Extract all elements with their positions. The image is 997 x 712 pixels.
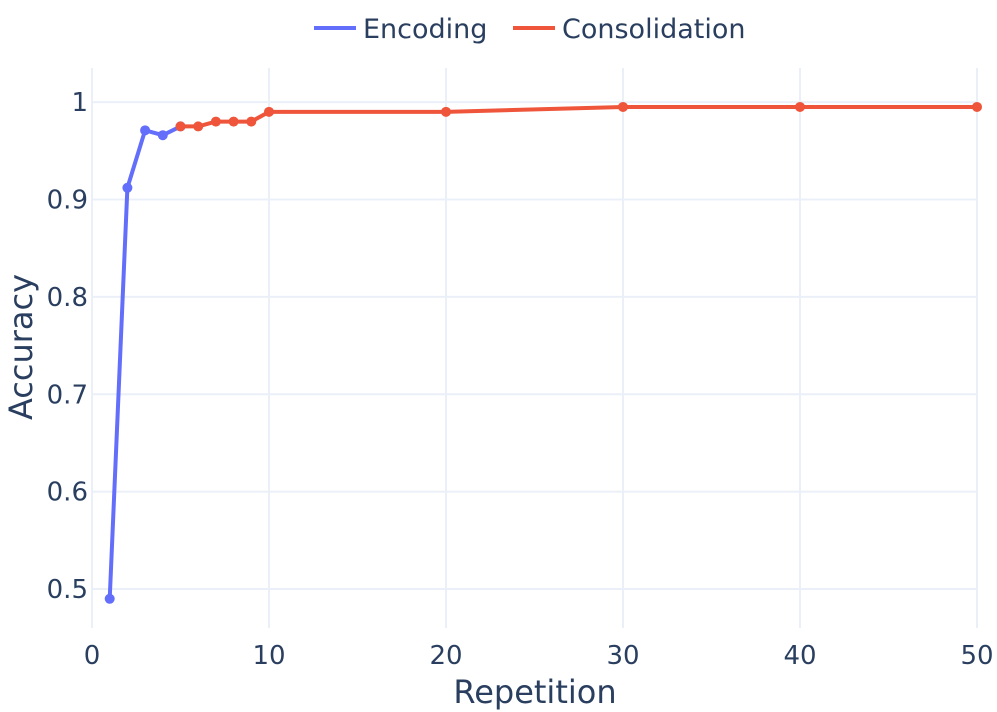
data-point-encoding	[122, 182, 133, 193]
data-point-encoding	[140, 125, 151, 136]
series-consolidation	[175, 101, 982, 132]
data-point-consolidation	[441, 106, 451, 117]
series-line-consolidation	[180, 104, 977, 129]
data-point-encoding	[157, 130, 168, 141]
legend-item-consolidation: Consolidation	[513, 14, 745, 45]
y-tick-label: 0.9	[47, 185, 88, 215]
y-tick-label: 0.6	[47, 478, 88, 508]
grid-lines	[91, 68, 978, 628]
data-point-consolidation	[193, 121, 204, 132]
data-point-consolidation	[210, 116, 221, 127]
x-axis-ticks: 0 10 20 30 40 50	[84, 641, 994, 671]
x-tick-label: 0	[84, 641, 101, 671]
series-line-encoding	[107, 124, 182, 599]
x-tick-label: 20	[429, 641, 462, 671]
data-point-consolidation	[246, 116, 257, 127]
x-tick-label: 10	[252, 641, 285, 671]
data-point-consolidation	[618, 101, 628, 112]
data-point-consolidation	[795, 101, 805, 112]
y-axis-title: Accuracy	[2, 274, 40, 420]
data-point-consolidation	[228, 116, 239, 127]
legend-item-encoding: Encoding	[314, 14, 487, 45]
x-tick-label: 40	[783, 641, 816, 671]
legend: Encoding Consolidation	[314, 14, 745, 45]
y-tick-label: 1	[71, 88, 88, 118]
data-point-consolidation	[972, 101, 982, 112]
series-encoding	[104, 121, 186, 604]
x-axis-title: Repetition	[453, 673, 616, 711]
data-point-consolidation	[264, 106, 274, 117]
y-axis-ticks: 0.5 0.6 0.7 0.8 0.9 1	[47, 88, 88, 605]
y-tick-label: 0.8	[47, 283, 88, 313]
data-point-consolidation	[175, 121, 186, 132]
y-tick-label: 0.5	[47, 575, 88, 605]
legend-label: Encoding	[363, 14, 487, 45]
data-point-encoding	[104, 593, 115, 604]
x-tick-label: 30	[606, 641, 639, 671]
plot-area	[104, 101, 982, 604]
y-tick-label: 0.7	[47, 380, 88, 410]
legend-label: Consolidation	[562, 14, 745, 45]
x-tick-label: 50	[960, 641, 993, 671]
